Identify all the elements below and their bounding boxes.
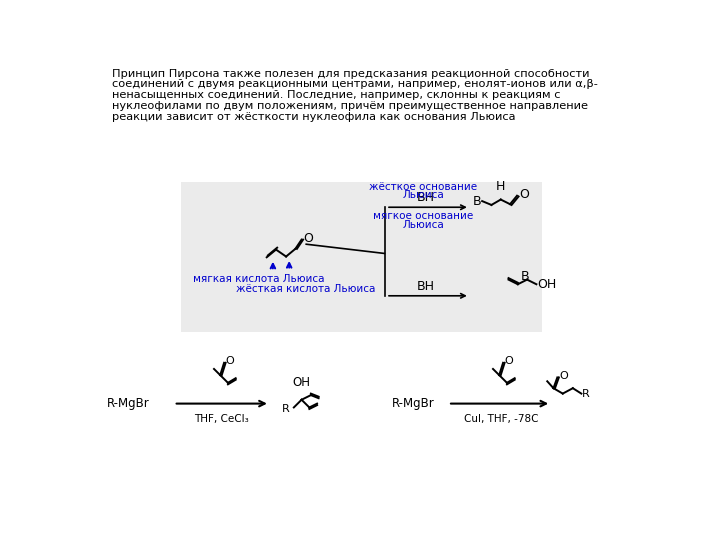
Text: O: O [303,232,313,245]
Text: B: B [521,271,530,284]
Text: H: H [496,180,505,193]
Text: B: B [473,194,482,207]
Text: нуклеофилами по двум положениям, причём преимущественное направление: нуклеофилами по двум положениям, причём … [112,101,588,111]
Text: OH: OH [292,376,310,389]
Text: мягкое основание: мягкое основание [373,211,473,221]
Text: реакции зависит от жёсткости нуклеофила как основания Льюиса: реакции зависит от жёсткости нуклеофила … [112,112,516,122]
Text: THF, CeCl₃: THF, CeCl₃ [194,414,249,423]
Text: BH: BH [417,191,435,204]
Text: Принцип Пирсона также полезен для предсказания реакционной способности: Принцип Пирсона также полезен для предск… [112,69,589,79]
Bar [181,182,542,332]
Text: мягкая кислота Льюиса: мягкая кислота Льюиса [193,274,325,284]
Text: R-MgBr: R-MgBr [107,397,150,410]
Text: жёсткое основание: жёсткое основание [369,182,477,192]
Text: BH: BH [417,280,435,293]
Text: соединений с двумя реакционными центрами, например, енолят-ионов или α,β-: соединений с двумя реакционными центрами… [112,79,598,90]
Text: R: R [582,389,590,400]
Text: R-MgBr: R-MgBr [392,397,435,410]
Text: O: O [505,356,513,366]
Text: O: O [519,188,529,201]
Text: O: O [559,371,567,381]
Text: ненасыщенных соединений. Последние, например, склонны к реакциям с: ненасыщенных соединений. Последние, напр… [112,90,560,100]
Text: CuI, THF, -78C: CuI, THF, -78C [464,414,538,423]
Text: OH: OH [537,278,557,291]
Text: Льюиса: Льюиса [402,220,444,229]
Text: жёсткая кислота Льюиса: жёсткая кислота Льюиса [235,284,375,294]
Text: R: R [282,404,290,414]
Text: O: O [225,356,235,366]
Text: Льюиса: Льюиса [402,190,444,200]
